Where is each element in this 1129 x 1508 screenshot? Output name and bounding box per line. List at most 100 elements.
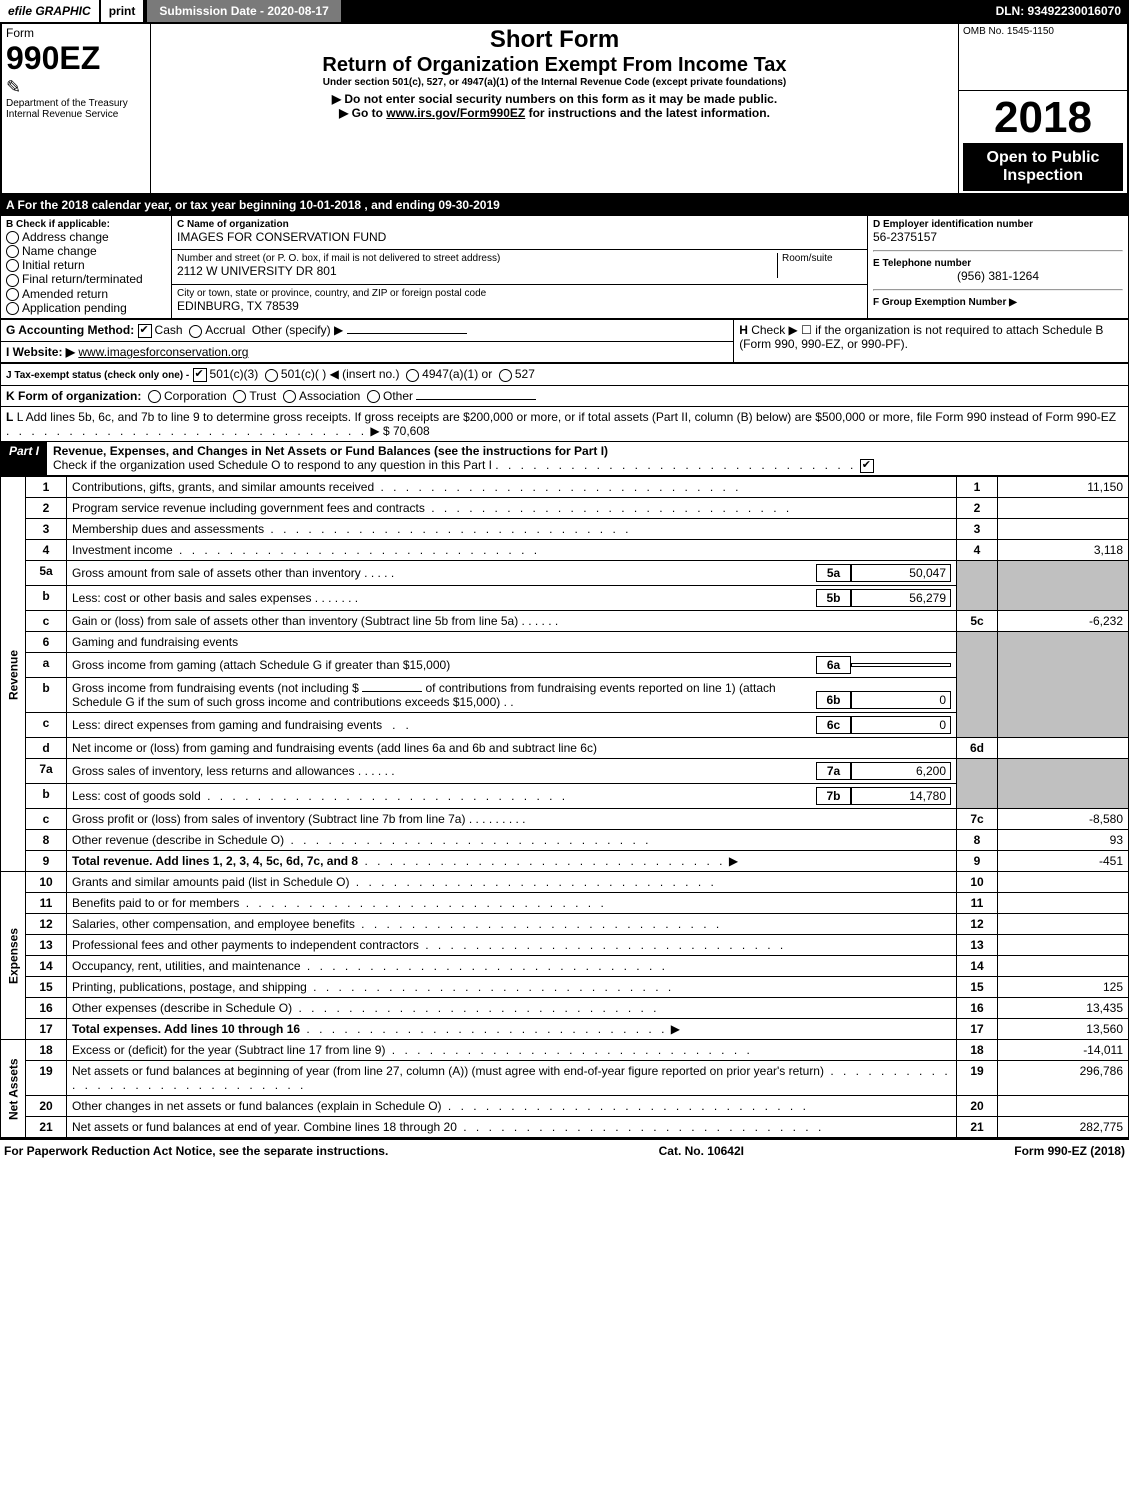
check-corporation[interactable] [148, 390, 161, 403]
telephone-value: (956) 381-1264 [873, 269, 1123, 283]
ln2-rn: 2 [957, 498, 998, 519]
opt-cash: Cash [155, 323, 183, 337]
ln11-desc: Benefits paid to or for members [72, 896, 239, 910]
ln6b-num: b [26, 678, 67, 713]
line-a-pre: A For the 2018 calendar year, or tax yea… [6, 198, 300, 212]
box-e-label: E Telephone number [873, 258, 1123, 269]
city-label: City or town, state or province, country… [177, 288, 862, 299]
opt-4947a1: 4947(a)(1) or [422, 367, 492, 381]
line-l-arrow: ▶ $ [370, 424, 389, 438]
ln1-rn: 1 [957, 477, 998, 498]
ln8-num: 8 [26, 830, 67, 851]
opt-final-return: Final return/terminated [22, 272, 143, 286]
ln14-rn: 14 [957, 956, 998, 977]
opt-application-pending: Application pending [22, 301, 127, 315]
footer-paperwork: For Paperwork Reduction Act Notice, see … [4, 1144, 388, 1158]
ln19-desc: Net assets or fund balances at beginning… [72, 1064, 824, 1078]
ln18-rn: 18 [957, 1040, 998, 1061]
line-a-mid: , and ending [364, 198, 438, 212]
check-initial-return[interactable] [6, 259, 19, 272]
part1-schedule-o-check[interactable] [860, 459, 874, 473]
ln20-amt [998, 1096, 1129, 1117]
ln7c-desc: Gross profit or (loss) from sales of inv… [72, 812, 465, 826]
opt-amended-return: Amended return [22, 287, 108, 301]
ln5b-subrn: 5b [816, 589, 851, 607]
ln4-num: 4 [26, 540, 67, 561]
ln4-rn: 4 [957, 540, 998, 561]
ln5b-subamt: 56,279 [851, 589, 951, 607]
tax-year-end: 09-30-2019 [438, 198, 499, 212]
expenses-section-label: Expenses [1, 872, 26, 1040]
check-501c[interactable] [265, 369, 278, 382]
box-c-label: C Name of organization [177, 219, 862, 230]
ln19-rn: 19 [957, 1061, 998, 1096]
opt-trust: Trust [249, 389, 276, 403]
ln7b-num: b [26, 784, 67, 809]
ln5a-subrn: 5a [816, 564, 851, 582]
ln21-num: 21 [26, 1117, 67, 1138]
ln14-desc: Occupancy, rent, utilities, and maintena… [72, 959, 301, 973]
check-application-pending[interactable] [6, 302, 19, 315]
ln17-desc: Total expenses. Add lines 10 through 16 [72, 1022, 300, 1036]
page-footer: For Paperwork Reduction Act Notice, see … [0, 1138, 1129, 1162]
part1-table: Revenue 1 Contributions, gifts, grants, … [0, 476, 1129, 1138]
footer-formref: Form 990-EZ (2018) [1014, 1144, 1125, 1158]
ln10-rn: 10 [957, 872, 998, 893]
tax-year: 2018 [963, 93, 1123, 143]
ln13-rn: 13 [957, 935, 998, 956]
ln12-desc: Salaries, other compensation, and employ… [72, 917, 355, 931]
ln15-desc: Printing, publications, postage, and shi… [72, 980, 307, 994]
ln6b-subamt: 0 [851, 691, 951, 709]
opt-initial-return: Initial return [22, 258, 85, 272]
ln7b-subrn: 7b [816, 787, 851, 805]
check-4947a1[interactable] [406, 369, 419, 382]
ln6a-subrn: 6a [816, 656, 851, 674]
irs-link[interactable]: www.irs.gov/Form990EZ [386, 106, 525, 120]
ln17-arrow: ▶ [671, 1022, 680, 1036]
check-accrual[interactable] [189, 325, 202, 338]
ln12-num: 12 [26, 914, 67, 935]
ln21-amt: 282,775 [998, 1117, 1129, 1138]
ln7c-amt: -8,580 [998, 809, 1129, 830]
print-button[interactable]: print [99, 0, 144, 22]
ln20-rn: 20 [957, 1096, 998, 1117]
top-bar: efile GRAPHIC print Submission Date - 20… [0, 0, 1129, 22]
check-trust[interactable] [233, 390, 246, 403]
ln5b-desc: Less: cost or other basis and sales expe… [72, 591, 311, 605]
ln9-num: 9 [26, 851, 67, 872]
ln13-desc: Professional fees and other payments to … [72, 938, 419, 952]
check-name-change[interactable] [6, 245, 19, 258]
line-g-label: G Accounting Method: [6, 323, 134, 337]
street-value: 2112 W UNIVERSITY DR 801 [177, 264, 777, 278]
ln13-num: 13 [26, 935, 67, 956]
check-association[interactable] [283, 390, 296, 403]
ln7a-desc: Gross sales of inventory, less returns a… [72, 764, 355, 778]
efile-label: efile GRAPHIC [0, 0, 99, 22]
line-h-text: Check ▶ ☐ if the organization is not req… [739, 323, 1103, 351]
ln12-amt [998, 914, 1129, 935]
check-amended-return[interactable] [6, 288, 19, 301]
check-cash[interactable] [138, 324, 152, 338]
ln5a-num: 5a [26, 561, 67, 586]
check-501c3[interactable] [193, 368, 207, 382]
line-h-label: H [739, 323, 748, 337]
check-527[interactable] [499, 369, 512, 382]
check-other-org[interactable] [367, 390, 380, 403]
check-address-change[interactable] [6, 231, 19, 244]
irs-label: Internal Revenue Service [6, 109, 146, 120]
ln6d-num: d [26, 738, 67, 759]
ln6a-desc: Gross income from gaming (attach Schedul… [72, 658, 450, 672]
part1-label: Part I [1, 442, 47, 475]
ln15-rn: 15 [957, 977, 998, 998]
revenue-section-label: Revenue [1, 477, 26, 872]
website-link[interactable]: www.imagesforconservation.org [78, 345, 248, 359]
ln18-num: 18 [26, 1040, 67, 1061]
check-final-return[interactable] [6, 274, 19, 287]
ln12-rn: 12 [957, 914, 998, 935]
ln19-num: 19 [26, 1061, 67, 1096]
omb-number: OMB No. 1545-1150 [963, 26, 1123, 37]
ln6d-rn: 6d [957, 738, 998, 759]
city-value: EDINBURG, TX 78539 [177, 299, 862, 313]
ln3-amt [998, 519, 1129, 540]
ln4-desc: Investment income [72, 543, 173, 557]
